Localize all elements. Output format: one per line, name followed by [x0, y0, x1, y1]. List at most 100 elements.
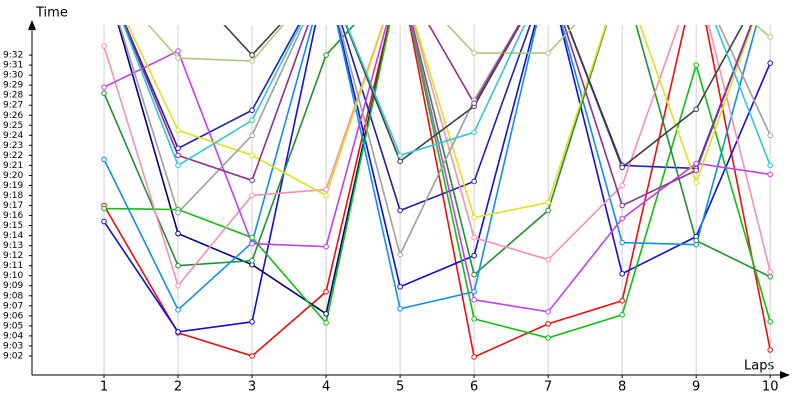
point	[767, 268, 773, 275]
y-tick-label: 9:28	[3, 91, 23, 101]
x-axis-label: Laps	[744, 359, 774, 374]
point	[249, 132, 255, 139]
x-tick-label: 8	[618, 380, 626, 395]
point	[249, 192, 255, 199]
point	[397, 207, 403, 214]
point	[471, 100, 477, 107]
y-tick-label: 9:08	[3, 291, 23, 301]
point	[767, 273, 773, 280]
point	[101, 156, 107, 163]
point	[323, 186, 329, 193]
point	[693, 62, 699, 68]
y-tick-label: 9:29	[3, 81, 23, 91]
grid	[103, 25, 771, 375]
point	[101, 43, 107, 49]
point	[471, 271, 477, 278]
point	[619, 239, 625, 246]
point	[249, 58, 255, 64]
series-line	[123, 25, 753, 207]
y-tick-label: 9:22	[3, 151, 23, 161]
x-tick-label: 2	[174, 380, 182, 395]
point	[619, 215, 625, 222]
point	[323, 311, 329, 317]
series-line	[103, 25, 771, 278]
series-line	[122, 25, 771, 167]
series-line	[223, 25, 744, 169]
y-tick-label: 9:04	[3, 331, 23, 341]
point	[767, 347, 773, 353]
point	[471, 354, 477, 360]
series-line	[104, 25, 771, 339]
y-tick-label: 9:25	[3, 121, 23, 131]
point	[619, 297, 625, 304]
point	[471, 214, 477, 221]
point	[471, 234, 477, 241]
point	[101, 205, 107, 212]
y-tick-label: 9:21	[3, 161, 23, 171]
point	[175, 48, 181, 54]
point	[175, 145, 181, 152]
point	[693, 241, 699, 248]
point	[693, 160, 699, 167]
point	[619, 270, 625, 277]
y-tick-label: 9:12	[3, 251, 23, 261]
point	[249, 353, 255, 359]
point	[323, 192, 329, 199]
point	[767, 319, 773, 325]
point	[767, 171, 773, 178]
point	[249, 52, 255, 58]
lines	[101, 25, 773, 360]
y-tick-label: 9:06	[3, 311, 23, 321]
y-tick-label: 9:07	[3, 301, 23, 311]
series-line	[103, 25, 758, 312]
point	[767, 162, 773, 169]
point	[693, 106, 699, 113]
series-line	[117, 25, 390, 316]
point	[175, 55, 181, 61]
y-tick-label: 9:05	[3, 321, 23, 331]
y-tick-label: 9:23	[3, 141, 23, 151]
y-tick-label: 9:16	[3, 211, 23, 221]
y-tick-label: 9:11	[3, 261, 23, 271]
y-tick-label: 9:02	[3, 351, 23, 361]
point	[545, 335, 551, 341]
point	[619, 312, 625, 318]
point	[323, 52, 329, 58]
point	[471, 288, 477, 295]
point	[175, 307, 181, 313]
point	[397, 283, 403, 290]
point	[545, 199, 551, 206]
point	[249, 240, 255, 247]
point	[619, 182, 625, 189]
series-line	[103, 25, 771, 313]
x-tick-label: 10	[762, 380, 779, 395]
series-line	[124, 25, 752, 212]
point	[693, 179, 699, 186]
point	[323, 320, 329, 326]
point	[693, 167, 699, 174]
point	[767, 132, 773, 139]
point	[471, 50, 477, 56]
y-tick-label: 9:26	[3, 111, 23, 121]
point	[397, 306, 403, 312]
x-tick-label: 3	[248, 380, 256, 395]
point	[249, 152, 255, 159]
ticks: 9:029:039:049:059:069:079:089:099:109:11…	[3, 51, 778, 395]
x-tick-label: 1	[100, 380, 108, 395]
y-tick-label: 9:18	[3, 191, 23, 201]
y-tick-label: 9:15	[3, 221, 23, 231]
y-tick-label: 9:14	[3, 231, 23, 241]
point	[471, 129, 477, 136]
point	[175, 162, 181, 169]
y-tick-label: 9:30	[3, 71, 23, 81]
point	[175, 282, 181, 289]
point	[397, 158, 403, 165]
point	[175, 127, 181, 134]
series-line	[103, 25, 771, 288]
series-line	[147, 25, 771, 62]
x-tick-label: 9	[692, 380, 700, 395]
point	[545, 50, 551, 56]
x-tick-label: 4	[322, 380, 330, 395]
point	[101, 218, 107, 225]
